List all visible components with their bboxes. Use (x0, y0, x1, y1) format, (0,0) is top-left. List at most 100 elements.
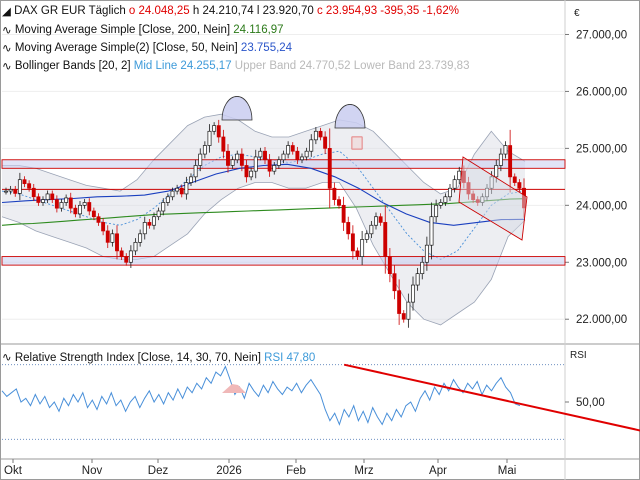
candle (304, 147, 309, 161)
candle (73, 204, 78, 218)
candle (212, 122, 217, 135)
candle (179, 184, 184, 198)
candle (429, 202, 434, 260)
candle (276, 156, 281, 169)
change-value: -395,35 (380, 5, 420, 18)
candle (369, 220, 374, 239)
candle (128, 245, 133, 268)
candle (207, 124, 212, 153)
candle (235, 150, 240, 164)
candle (249, 167, 254, 181)
open-value: o 24.048,25 (128, 5, 190, 18)
bollinger-lower (1, 182, 526, 326)
low-value: l 23.920,70 (256, 5, 314, 18)
candle (221, 129, 226, 159)
candle (517, 179, 522, 192)
candle (87, 198, 92, 216)
candle (202, 141, 207, 159)
x-tick-label: Mrz (354, 465, 373, 477)
candle (378, 213, 383, 226)
candle (290, 142, 295, 155)
candle (161, 198, 166, 216)
candle (152, 212, 156, 230)
candle (263, 146, 267, 165)
candle (8, 185, 13, 195)
candle (50, 190, 55, 204)
highlight-box-fill (352, 137, 362, 149)
candle (175, 184, 180, 195)
candle (124, 253, 129, 266)
candle (512, 173, 517, 186)
candle (406, 293, 411, 328)
candle (216, 119, 221, 143)
candle (82, 199, 87, 209)
rsi-trendline (343, 363, 640, 432)
candle (78, 201, 82, 219)
currency-label: € (574, 8, 580, 19)
change-pct-value: -1,62% (422, 5, 459, 18)
candle (341, 196, 346, 231)
close-value: c 23.954,93 (316, 5, 378, 18)
candle (300, 153, 304, 164)
rsi-header: ∿ Relative Strength Index [Close, 14, 30… (2, 350, 315, 364)
rsi-line (1, 365, 521, 426)
candle (119, 247, 124, 260)
candle (498, 148, 503, 172)
candle (170, 187, 175, 201)
candle (323, 131, 328, 155)
candle (4, 187, 8, 195)
candle (115, 225, 119, 260)
y-tick-label: 24.000,00 (576, 200, 627, 212)
candle (165, 193, 170, 206)
candle (411, 276, 415, 311)
candle (267, 154, 272, 177)
candle (452, 175, 457, 193)
sma50-value: 23.755,24 (240, 42, 293, 55)
rsi-tick-label: 50,00 (576, 397, 605, 409)
interval-label: Täglich (88, 5, 126, 18)
candle (189, 173, 193, 186)
bollinger-header: ∿ Bollinger Bands [20, 2] Mid Line 24.25… (2, 59, 469, 73)
candle (401, 310, 406, 323)
candle (327, 128, 332, 209)
candle (392, 265, 397, 300)
top-marker (221, 96, 253, 121)
candle (350, 225, 355, 260)
candle (332, 182, 337, 206)
y-tick-label: 26.000,00 (576, 86, 627, 98)
candle (133, 238, 138, 256)
x-tick-label: Okt (4, 465, 23, 477)
candle (36, 193, 41, 206)
candle (68, 192, 73, 214)
candle (364, 230, 369, 243)
collapse-icon[interactable]: ◢ (2, 6, 11, 18)
candle (226, 144, 230, 173)
x-tick-label: Nov (82, 465, 103, 477)
candle (443, 193, 448, 206)
candle (383, 205, 388, 274)
candle (184, 176, 189, 200)
candle (110, 229, 115, 247)
candle (239, 148, 244, 172)
candle (17, 172, 22, 201)
candle (457, 166, 462, 184)
candle (374, 212, 378, 230)
y-tick-label: 22.000,00 (576, 314, 627, 326)
sma50-name: Moving Average Simple(2) [Close, 50, Nei… (14, 42, 238, 55)
sma50-line (1, 163, 526, 226)
candle (105, 225, 110, 249)
rsi-axis-title: RSI (570, 350, 587, 361)
candle (424, 236, 429, 271)
candle (198, 148, 203, 172)
candle (438, 199, 443, 209)
sma200-line (1, 198, 526, 226)
wave-icon: ∿ (2, 61, 12, 73)
candle (22, 176, 27, 188)
candle (244, 159, 249, 183)
symbol-label: DAX GR EUR (14, 5, 86, 18)
candle (147, 218, 152, 229)
candle (142, 216, 147, 240)
candle (309, 134, 314, 157)
